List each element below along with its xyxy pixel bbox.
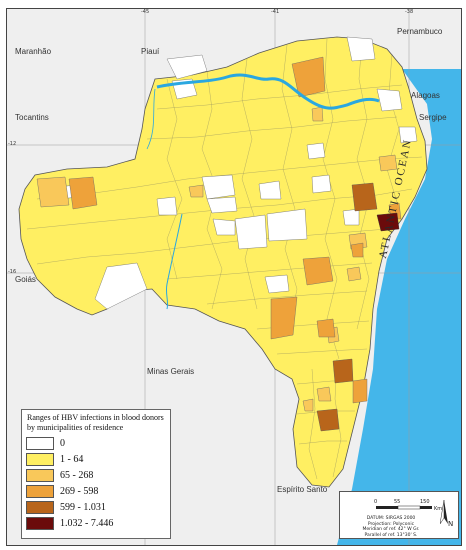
- municipality-range-0: [306, 142, 326, 160]
- legend-label: 0: [60, 437, 65, 449]
- state-label-minas-gerais: Minas Gerais: [147, 367, 195, 376]
- legend-label: 1 - 64: [60, 453, 84, 465]
- north-arrow: N: [439, 498, 454, 533]
- municipality-range-269-598: [270, 296, 298, 340]
- datum-line: Meridian of ref. 42° W Gr.: [362, 527, 420, 532]
- municipality-range-0: [206, 196, 238, 214]
- municipality-range-65-268: [346, 266, 362, 282]
- scale-bar: [376, 505, 432, 510]
- river-tributary: [165, 213, 183, 310]
- map-canvas: [7, 9, 461, 545]
- legend-swatch: [26, 436, 54, 450]
- latitude-label: -12: [8, 141, 17, 147]
- municipality-range-0: [264, 274, 290, 294]
- municipality-range-65-268: [302, 398, 314, 412]
- map-frame: -45 -41 -38 -12 -16 Maranhão Piauí Perna…: [6, 8, 462, 546]
- legend-swatch: [26, 468, 54, 482]
- municipality-range-0: [342, 208, 360, 226]
- state-label-sergipe: Sergipe: [419, 113, 447, 122]
- legend-swatch: [26, 484, 54, 498]
- municipality-range-269-598: [316, 318, 336, 338]
- datum-line: DATUM: SIRGAS 2000: [366, 516, 416, 521]
- scale-tick: 150: [420, 499, 430, 505]
- datum-text: DATUM: SIRGAS 2000 Projection: Polyconic…: [342, 516, 440, 538]
- legend-item: 269 - 598: [22, 483, 170, 499]
- municipality-range-0: [201, 174, 236, 200]
- municipality-range-0: [311, 174, 332, 194]
- municipality-range-269-598: [352, 378, 368, 404]
- latitude-label: -16: [8, 269, 17, 275]
- longitude-label: -38: [405, 9, 414, 15]
- municipality-range-0: [166, 54, 208, 80]
- municipality-range-599-1031: [316, 408, 340, 432]
- municipality-range-0: [234, 214, 268, 250]
- state-label-pernambuco: Pernambuco: [397, 27, 443, 36]
- river-tributary: [146, 88, 156, 150]
- atlantic-ocean: [337, 69, 461, 545]
- municipality-range-599-1031: [351, 182, 378, 212]
- municipality-range-269-598: [68, 176, 98, 210]
- scale-unit: Km: [434, 506, 443, 512]
- scale-box: 0 55 150 Km DATUM: SIRGAS 2000 Projectio…: [339, 491, 459, 539]
- state-label-piaui: Piauí: [141, 47, 160, 56]
- legend-label: 1.032 - 7.446: [60, 517, 114, 529]
- state-label-goias: Goiás: [15, 275, 36, 284]
- legend-title: Ranges of HBV infections in blood donors…: [27, 413, 164, 432]
- legend-swatch: [26, 500, 54, 514]
- municipality-range-269-598: [302, 256, 334, 286]
- municipality-range-269-598: [291, 56, 326, 98]
- datum-line: Parallel of ref. 13°30' S.: [364, 532, 418, 538]
- state-label-espirito-santo: Espírito Santo: [277, 485, 328, 494]
- municipality-range-0: [266, 208, 308, 242]
- municipality-range-0: [94, 262, 148, 310]
- legend: Ranges of HBV infections in blood donors…: [21, 409, 171, 539]
- municipality-range-65-268: [311, 106, 324, 122]
- municipality-range-1032-7446: [376, 212, 400, 232]
- scale-tick: 55: [394, 499, 401, 505]
- state-label-maranhao: Maranhão: [15, 47, 52, 56]
- municipality-range-65-268: [188, 184, 204, 198]
- legend-label: 65 - 268: [60, 469, 94, 481]
- legend-item: 65 - 268: [22, 467, 170, 483]
- longitude-label: -41: [271, 9, 280, 15]
- legend-swatch: [26, 452, 54, 466]
- municipality-range-599-1031: [332, 358, 354, 384]
- legend-item: 599 - 1.031: [22, 499, 170, 515]
- datum-line: Projection: Polyconic: [367, 521, 415, 527]
- municipality-range-0: [376, 88, 403, 112]
- legend-item: 0: [22, 435, 170, 451]
- municipality-range-65-268: [316, 386, 332, 402]
- municipality-range-0: [346, 36, 376, 62]
- state-label-tocantins: Tocantins: [15, 113, 49, 122]
- bahia-state: [18, 36, 428, 488]
- state-label-alagoas: Alagoas: [411, 91, 440, 100]
- legend-item: 1.032 - 7.446: [22, 515, 170, 531]
- municipality-range-0: [156, 196, 178, 216]
- legend-item: 1 - 64: [22, 451, 170, 467]
- municipality-range-65-268: [36, 176, 70, 208]
- municipality-range-0: [212, 218, 236, 236]
- sao-francisco-river: [156, 73, 380, 110]
- legend-label: 269 - 598: [60, 485, 99, 497]
- legend-swatch: [26, 516, 54, 530]
- municipality-range-0: [258, 180, 282, 200]
- scale-tick: 0: [374, 499, 378, 505]
- longitude-label: -45: [141, 9, 150, 15]
- north-arrow-icon: [439, 499, 448, 525]
- municipality-range-65-268: [378, 154, 398, 172]
- north-label: N: [448, 520, 454, 528]
- municipality-range-0: [398, 126, 418, 144]
- legend-label: 599 - 1.031: [60, 501, 106, 513]
- municipality-range-269-598: [350, 242, 364, 258]
